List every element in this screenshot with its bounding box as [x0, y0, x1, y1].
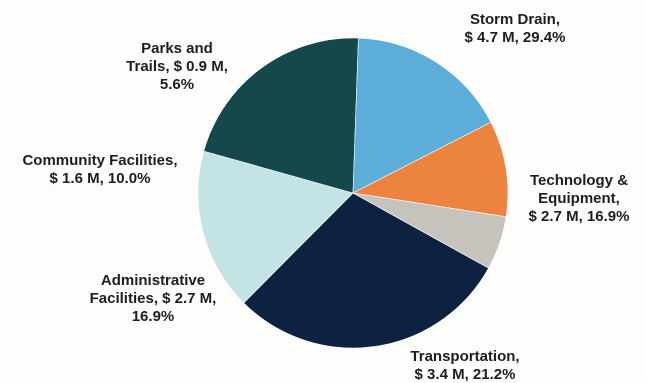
- label-storm-drain: Storm Drain, $ 4.7 M, 29.4%: [464, 11, 566, 46]
- pie-slice-transportation: [203, 37, 359, 194]
- label-administrative-facilities: Administrative Facilities, $ 2.7 M, 16.9…: [89, 272, 217, 325]
- pie-slice-administrative-facilities: [352, 37, 492, 194]
- pie-slice-parks-and-trails: [352, 192, 507, 269]
- pie-slice-technology-equipment: [197, 150, 354, 304]
- label-technology-equipment: Technology & Equipment, $ 2.7 M, 16.9%: [528, 172, 630, 225]
- label-community-facilities: Community Facilities, $ 1.6 M, 10.0%: [22, 152, 178, 187]
- pie-slice-community-facilities: [352, 121, 509, 218]
- pie-slice-storm-drain: [243, 192, 489, 349]
- label-parks-and-trails: Parks and Trails, $ 0.9 M, 5.6%: [126, 40, 228, 93]
- label-transportation: Transportation, $ 3.4 M, 21.2%: [410, 348, 520, 383]
